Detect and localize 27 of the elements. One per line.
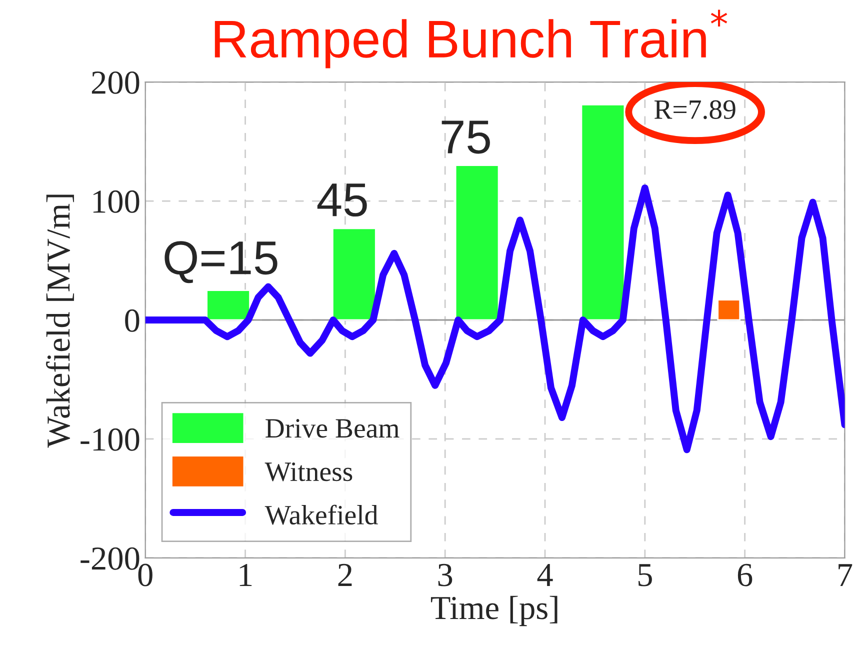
y-tick-label: 200 <box>92 71 140 94</box>
bar <box>580 104 626 321</box>
y-tick-label: 0 <box>125 309 140 332</box>
legend-label: Drive Beam <box>266 419 400 438</box>
y-tick-label: 100 <box>93 190 140 213</box>
x-tick-label: 1 <box>240 564 252 586</box>
bar <box>717 299 741 321</box>
annotation: 75 <box>442 120 490 154</box>
chart-title: Ramped Bunch Train$^{*}$ <box>214 10 728 68</box>
legend-label: Witness <box>264 462 352 482</box>
y-tick-label: -200 <box>80 547 140 570</box>
x-tick-label: 7 <box>838 564 852 586</box>
annotation: Q=15 <box>164 241 278 284</box>
annotation: R=7.89 <box>654 100 736 120</box>
y-axis-title: Wakefield [MV/m] <box>46 194 74 448</box>
bar <box>332 228 376 321</box>
x-tick-label: 3 <box>438 564 452 586</box>
x-axis-title: Time [ps] <box>430 596 558 626</box>
annotation: 45 <box>317 184 367 217</box>
legend-label: Wakefield <box>264 504 378 525</box>
bar <box>206 290 250 321</box>
bar <box>454 164 500 321</box>
y-tick-label: -100 <box>80 428 140 451</box>
x-tick-label: 4 <box>537 564 553 586</box>
x-tick-label: 6 <box>738 564 752 586</box>
x-tick-label: 5 <box>638 564 652 586</box>
x-tick-label: 2 <box>338 564 352 586</box>
